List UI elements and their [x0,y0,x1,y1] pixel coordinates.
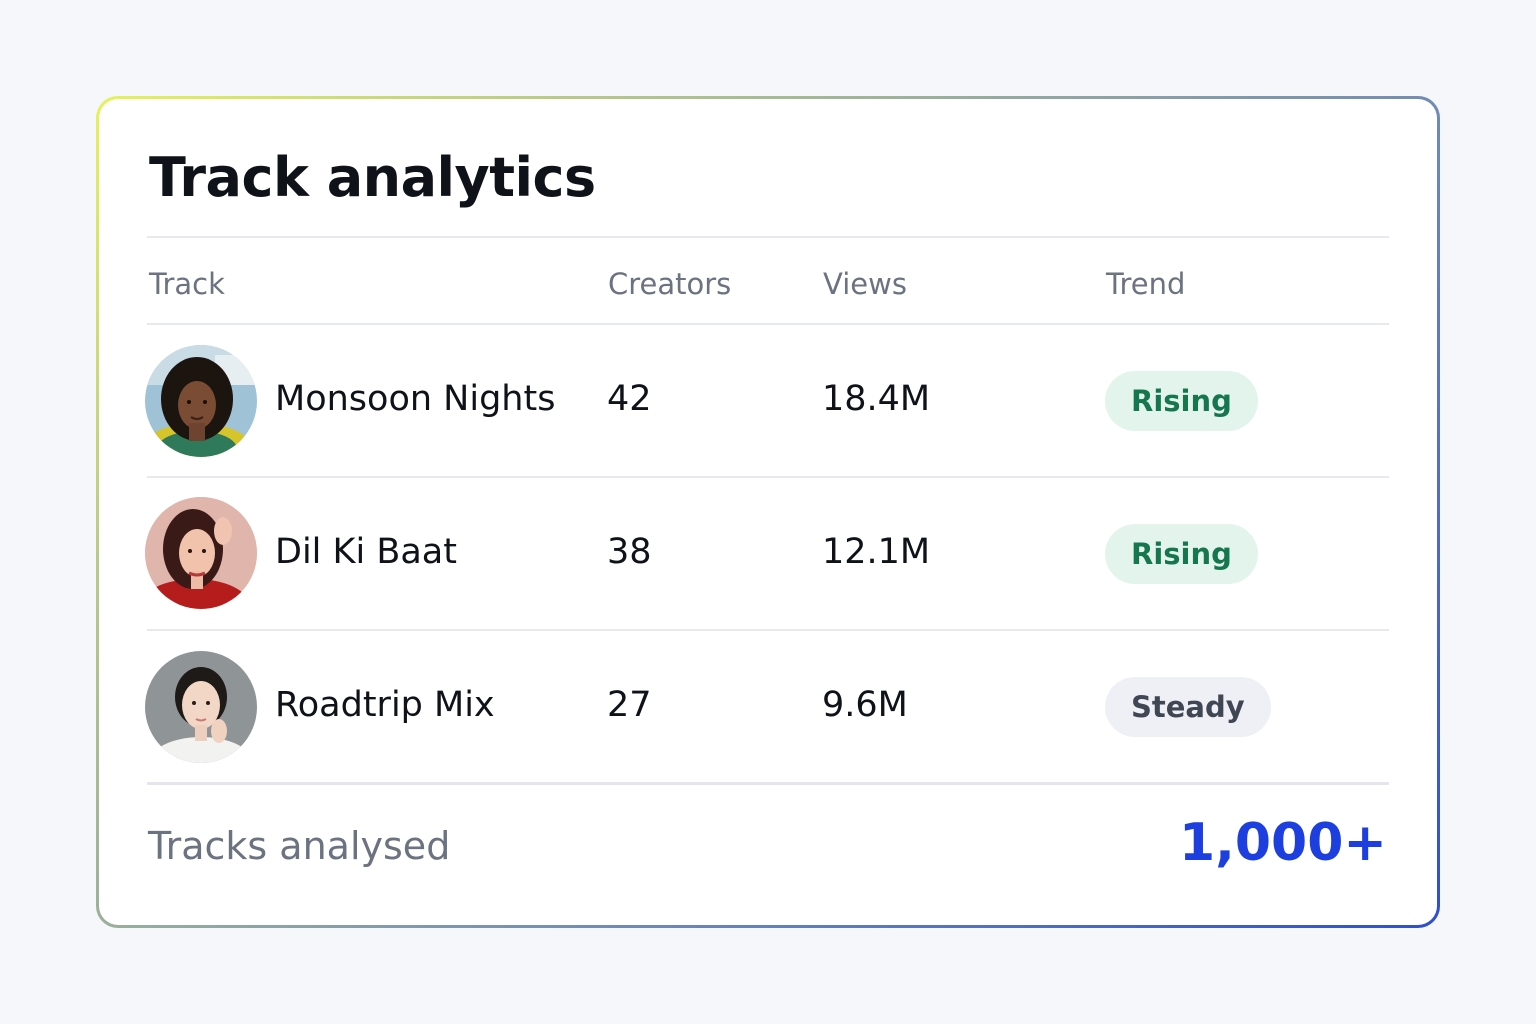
table-row[interactable]: Dil Ki Baat 38 12.1M Rising [99,478,1437,630]
column-header-track: Track [149,267,225,301]
views-count: 12.1M [822,532,931,572]
column-header-creators: Creators [608,267,732,301]
column-header-views: Views [823,267,907,301]
footer-value: 1,000+ [1178,813,1387,873]
divider [147,323,1389,325]
table-row[interactable]: Roadtrip Mix 27 9.6M Steady [99,631,1437,783]
views-count: 18.4M [822,379,931,419]
track-name: Monsoon Nights [275,379,556,419]
footer-label: Tracks analysed [148,824,451,868]
column-header-trend: Trend [1106,267,1186,301]
creators-count: 27 [607,685,652,725]
track-name: Dil Ki Baat [275,532,457,572]
table-row[interactable]: Monsoon Nights 42 18.4M Rising [99,325,1437,477]
track-name: Roadtrip Mix [275,685,495,725]
creators-count: 38 [607,532,652,572]
analytics-card: Track analytics Track Creators Views Tre… [99,99,1437,925]
card-title: Track analytics [149,146,596,209]
avatar [145,497,257,609]
trend-badge: Rising [1105,371,1258,431]
divider [147,236,1389,238]
views-count: 9.6M [822,685,908,725]
creators-count: 42 [607,379,652,419]
avatar [145,651,257,763]
avatar [145,345,257,457]
trend-badge: Steady [1105,677,1271,737]
analytics-card-frame: Track analytics Track Creators Views Tre… [96,96,1440,928]
trend-badge: Rising [1105,524,1258,584]
divider [147,629,1389,631]
divider [147,782,1389,785]
divider [147,476,1389,478]
